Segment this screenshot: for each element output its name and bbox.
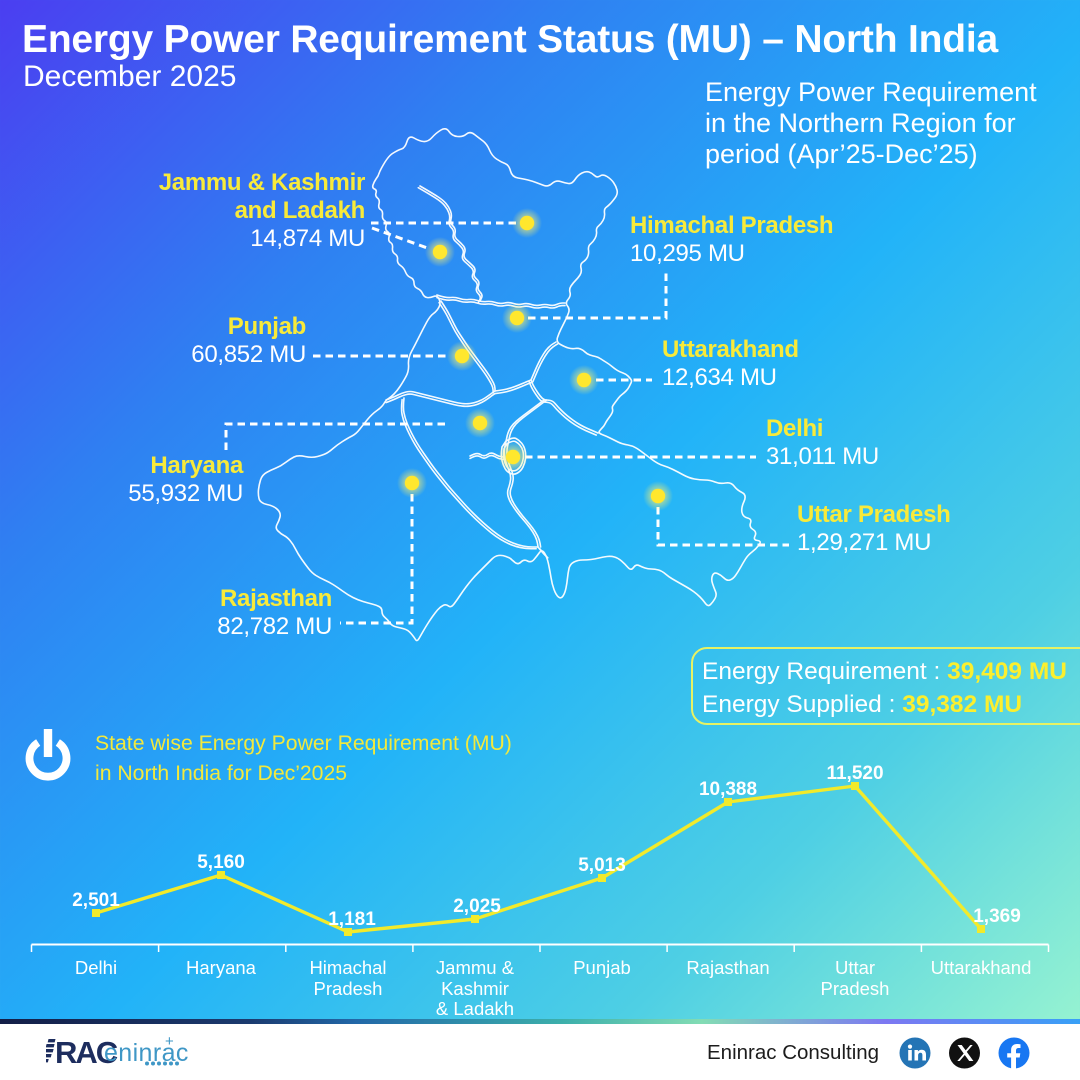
svg-text:1,181: 1,181 bbox=[328, 909, 376, 930]
svg-text:11,520: 11,520 bbox=[826, 763, 883, 784]
svg-text:+: + bbox=[165, 1035, 174, 1050]
svg-text:2,025: 2,025 bbox=[453, 896, 501, 917]
svg-text:2,501: 2,501 bbox=[72, 890, 120, 911]
svg-text:5,160: 5,160 bbox=[197, 852, 245, 873]
svg-text:5,013: 5,013 bbox=[578, 855, 626, 876]
svg-text:1,369: 1,369 bbox=[973, 906, 1021, 927]
svg-text:RAC: RAC bbox=[55, 1035, 118, 1070]
svg-text:10,388: 10,388 bbox=[699, 779, 757, 800]
